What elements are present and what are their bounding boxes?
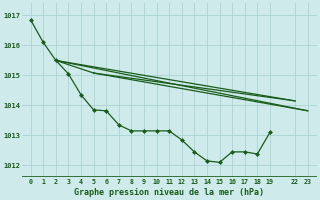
- X-axis label: Graphe pression niveau de la mer (hPa): Graphe pression niveau de la mer (hPa): [74, 188, 264, 197]
